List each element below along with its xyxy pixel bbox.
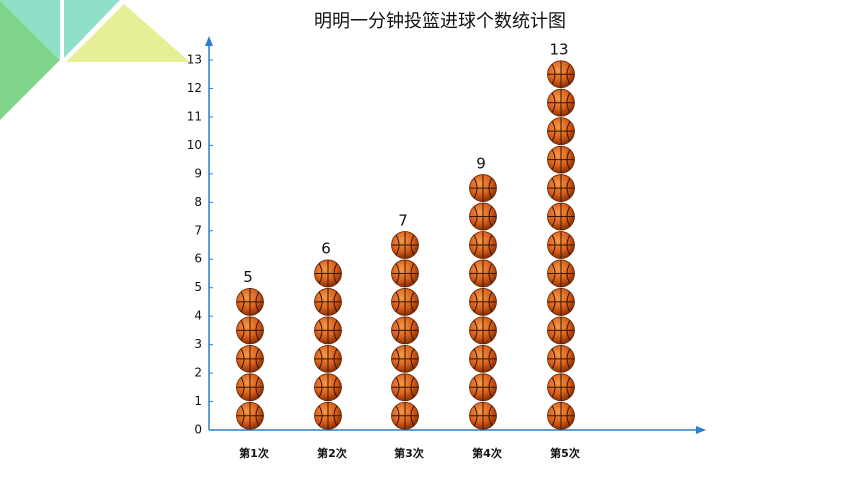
ball-seam (236, 288, 264, 316)
x-tick-label: 第2次 (317, 446, 347, 460)
value-label: 7 (398, 211, 408, 229)
value-label: 13 (549, 41, 568, 59)
ball-seam (391, 231, 419, 259)
ball-seam (547, 89, 575, 117)
ball-seam (314, 316, 342, 344)
y-tick-label: 7 (194, 223, 202, 237)
y-tick-label: 2 (194, 366, 202, 380)
y-tick-label: 4 (194, 309, 202, 323)
ball-seam (547, 373, 575, 401)
ball-seam (469, 316, 497, 344)
ball-seam (391, 259, 419, 287)
ball-seam (391, 345, 419, 373)
ball-seam (547, 316, 575, 344)
ball-seam (469, 373, 497, 401)
y-tick-label: 12 (187, 81, 202, 95)
y-tick-label: 0 (194, 423, 202, 437)
y-tick-label: 1 (194, 394, 202, 408)
ball-seam (236, 373, 264, 401)
y-tick-label: 3 (194, 337, 202, 351)
ball-seam (547, 345, 575, 373)
value-label: 5 (243, 268, 253, 286)
ball-seam (391, 316, 419, 344)
x-tick-label: 第5次 (550, 446, 580, 460)
ball-seam (469, 345, 497, 373)
y-tick-label: 5 (194, 280, 202, 294)
chart-title: 明明一分钟投篮进球个数统计图 (314, 11, 566, 32)
ball-seam (469, 203, 497, 231)
y-tick-label: 13 (187, 53, 202, 67)
ball-stack (391, 231, 419, 430)
deco-triangle (0, 0, 60, 60)
ball-seam (469, 174, 497, 202)
ball-seam (469, 402, 497, 430)
decoration (0, 0, 190, 120)
ball-seam (236, 402, 264, 430)
ball-stack (547, 60, 575, 430)
ball-stack (314, 259, 342, 430)
ball-seam (391, 402, 419, 430)
ball-seam (314, 288, 342, 316)
deco-triangle (66, 4, 190, 62)
ball-seam (314, 402, 342, 430)
deco-triangle (64, 0, 120, 58)
ball-seam (469, 259, 497, 287)
ball-seam (391, 288, 419, 316)
y-tick-label: 9 (194, 166, 202, 180)
ball-seam (547, 259, 575, 287)
x-tick-label: 第3次 (394, 446, 424, 460)
ball-seam (547, 60, 575, 88)
ball-seam (547, 231, 575, 259)
y-arrow (205, 36, 213, 46)
ball-seam (547, 402, 575, 430)
ball-seam (314, 373, 342, 401)
ball-seam (547, 146, 575, 174)
x-tick-label: 第4次 (472, 446, 502, 460)
ball-seam (547, 288, 575, 316)
ball-seam (236, 316, 264, 344)
value-label: 9 (476, 154, 486, 172)
ball-seam (314, 259, 342, 287)
axes (205, 36, 706, 434)
ball-seam (314, 345, 342, 373)
ball-seam (547, 174, 575, 202)
value-label: 6 (321, 240, 331, 258)
ball-stack (236, 288, 264, 430)
x-arrow (696, 426, 706, 434)
y-tick-label: 11 (187, 109, 202, 123)
ball-seam (469, 288, 497, 316)
y-tick-label: 6 (194, 252, 202, 266)
ball-seam (391, 373, 419, 401)
ball-seam (547, 117, 575, 145)
ball-seam (236, 345, 264, 373)
ball-seam (547, 203, 575, 231)
deco-triangle (0, 0, 60, 120)
x-tick-label: 第1次 (239, 446, 269, 460)
y-tick-label: 10 (187, 138, 202, 152)
y-tick-label: 8 (194, 195, 202, 209)
ball-stack (469, 174, 497, 430)
ball-seam (469, 231, 497, 259)
